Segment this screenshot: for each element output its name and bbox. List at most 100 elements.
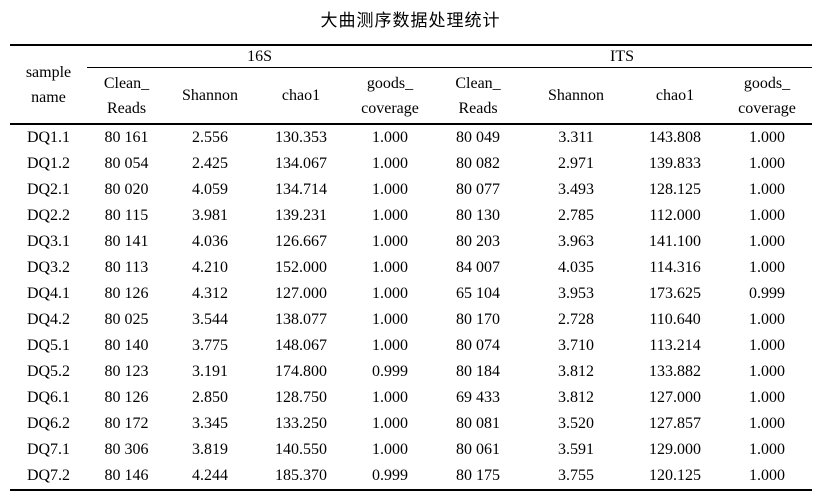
group-header-row: sample name 16S ITS <box>10 45 813 125</box>
value-cell: 1.000 <box>749 389 786 406</box>
value-cell: 2.850 <box>192 389 228 406</box>
value-cell: 3.311 <box>558 129 594 146</box>
table-body: DQ1.1 80 161 2.556 130.353 1.000 80 049 3.311 1… <box>10 124 812 490</box>
value-cell: 134.067 <box>275 155 327 172</box>
value-cell: 2.556 <box>192 129 228 146</box>
value-cell: 80 140 <box>104 337 149 354</box>
sub-header-row: Clean_ Reads Shannon chao1 goods_ covera… <box>10 67 813 125</box>
value-cell: 80 025 <box>104 311 149 328</box>
value-cell: 173.625 <box>649 285 702 302</box>
sample-name-cell: DQ4.1 <box>26 285 71 302</box>
value-cell: 1.000 <box>372 155 409 172</box>
value-cell: 127.000 <box>649 389 702 406</box>
table-row: DQ3.1 80 141 4.036 126.667 1.000 80 203 3.963 1… <box>10 229 812 255</box>
value-cell: 134.714 <box>275 181 327 198</box>
value-cell: 3.755 <box>558 467 595 484</box>
value-cell: 130.353 <box>275 129 327 146</box>
value-cell: 3.812 <box>558 363 595 380</box>
value-cell: 80 020 <box>104 181 149 198</box>
table-row: DQ2.1 80 020 4.059 134.714 1.000 80 077 3.493 1… <box>10 177 812 203</box>
value-cell: 114.316 <box>649 259 701 276</box>
value-cell: 1.000 <box>749 259 786 276</box>
sample-name-cell: DQ6.2 <box>26 415 71 432</box>
value-cell: 126.667 <box>275 233 327 250</box>
value-cell: 0.999 <box>372 363 409 380</box>
value-cell: 4.312 <box>192 285 228 302</box>
value-cell: 1.000 <box>372 441 409 458</box>
sample-name-cell: DQ4.2 <box>26 311 71 328</box>
value-cell: 174.800 <box>275 363 327 380</box>
value-cell: 1.000 <box>372 389 409 406</box>
value-cell: 120.125 <box>649 467 702 484</box>
value-cell: 1.000 <box>372 415 409 432</box>
value-cell: 80 170 <box>456 311 501 328</box>
column-header-16s-chao1: chao1 <box>254 67 348 125</box>
value-cell: 80 161 <box>104 129 149 146</box>
value-cell: 110.640 <box>649 311 701 328</box>
value-cell: 1.000 <box>749 129 786 146</box>
table-row: DQ4.1 80 126 4.312 127.000 1.000 65 104 3.953 1… <box>10 281 812 307</box>
value-cell: 1.000 <box>372 285 409 302</box>
value-cell: 69 433 <box>456 389 501 406</box>
value-cell: 138.077 <box>275 311 327 328</box>
table-header: sample name 16S ITS Clean_ Reads Shannon… <box>10 45 813 125</box>
column-header-its-goods-coverage: goods_ coverage <box>722 67 813 125</box>
value-cell: 2.785 <box>558 207 595 224</box>
value-cell: 1.000 <box>372 311 409 328</box>
column-header-16s-clean-reads: Clean_ Reads <box>87 67 166 125</box>
value-cell: 80 082 <box>456 155 501 172</box>
value-cell: 80 146 <box>104 467 149 484</box>
table-row: DQ5.2 80 123 3.191 174.800 0.999 80 184 3.812 1… <box>10 359 812 385</box>
value-cell: 127.000 <box>275 285 327 302</box>
value-cell: 4.059 <box>192 181 228 198</box>
value-cell: 143.808 <box>649 129 702 146</box>
value-cell: 80 113 <box>104 259 149 276</box>
value-cell: 3.544 <box>192 311 228 328</box>
column-header-its-chao1: chao1 <box>628 67 723 125</box>
value-cell: 1.000 <box>749 363 786 380</box>
table-row: DQ6.2 80 172 3.345 133.250 1.000 80 081 3.520 1… <box>10 411 812 437</box>
value-cell: 80 126 <box>104 389 149 406</box>
sequencing-stats-table: sample name 16S ITS Clean_ Reads Shannon… <box>10 44 813 491</box>
sample-name-cell: DQ6.1 <box>26 389 71 406</box>
table-row: DQ5.1 80 140 3.775 148.067 1.000 80 074 3.710 1… <box>10 333 812 359</box>
value-cell: 3.191 <box>192 363 228 380</box>
value-cell: 1.000 <box>749 155 786 172</box>
column-group-16s: 16S <box>87 45 433 68</box>
value-cell: 1.000 <box>749 415 786 432</box>
column-header-sample-name: sample name <box>10 45 87 125</box>
value-cell: 1.000 <box>372 259 409 276</box>
value-cell: 80 123 <box>104 363 149 380</box>
value-cell: 1.000 <box>372 181 409 198</box>
sample-name-cell: DQ3.1 <box>26 233 71 250</box>
value-cell: 1.000 <box>749 467 786 484</box>
value-cell: 133.882 <box>649 363 702 380</box>
sample-name-cell: DQ2.1 <box>26 181 71 198</box>
value-cell: 129.000 <box>649 441 702 458</box>
value-cell: 80 203 <box>456 233 501 250</box>
value-cell: 3.775 <box>192 337 228 354</box>
value-cell: 3.812 <box>558 389 595 406</box>
value-cell: 80 130 <box>456 207 501 224</box>
value-cell: 80 054 <box>104 155 149 172</box>
value-cell: 3.345 <box>192 415 228 432</box>
value-cell: 139.231 <box>275 207 327 224</box>
value-cell: 1.000 <box>749 233 786 250</box>
value-cell: 80 172 <box>104 415 149 432</box>
value-cell: 4.035 <box>558 259 595 276</box>
table-row: DQ3.2 80 113 4.210 152.000 1.000 84 007 4.035 1… <box>10 255 812 281</box>
value-cell: 141.100 <box>649 233 702 250</box>
table-row: DQ1.1 80 161 2.556 130.353 1.000 80 049 3.311 1… <box>10 124 812 151</box>
value-cell: 1.000 <box>749 207 786 224</box>
table-row: DQ6.1 80 126 2.850 128.750 1.000 69 433 3.812 1… <box>10 385 812 411</box>
value-cell: 133.250 <box>275 415 327 432</box>
value-cell: 80 074 <box>456 337 501 354</box>
value-cell: 80 049 <box>456 129 501 146</box>
sample-name-cell: DQ5.2 <box>26 363 71 380</box>
value-cell: 80 184 <box>456 363 501 380</box>
value-cell: 2.971 <box>558 155 595 172</box>
sample-name-cell: DQ7.2 <box>26 467 71 484</box>
value-cell: 3.953 <box>558 285 595 302</box>
value-cell: 3.963 <box>558 233 595 250</box>
value-cell: 4.036 <box>192 233 228 250</box>
